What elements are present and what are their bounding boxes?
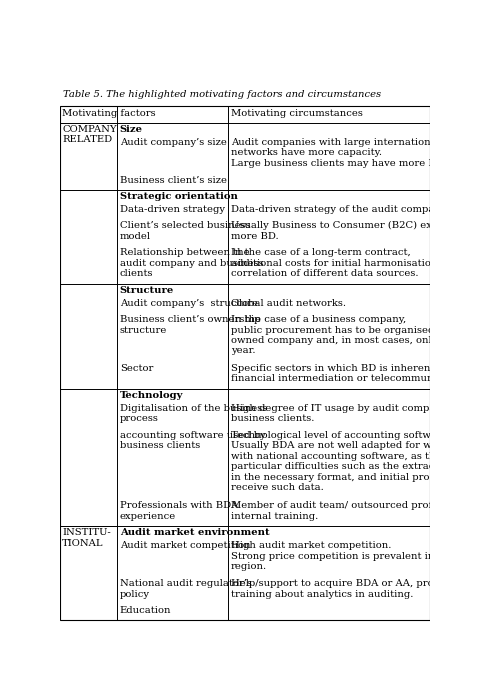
Text: Professionals with BDA
experience: Professionals with BDA experience — [120, 501, 238, 521]
Text: Education: Education — [120, 607, 171, 615]
Text: Business client’s ownership
structure: Business client’s ownership structure — [120, 315, 260, 335]
Text: COMPANY
RELATED: COMPANY RELATED — [62, 125, 117, 144]
Text: In the case of a long-term contract,
additional costs for initial harmonisation : In the case of a long-term contract, add… — [231, 248, 478, 278]
Text: Member of audit team/ outsourced professional /
internal training.: Member of audit team/ outsourced profess… — [231, 501, 478, 521]
Text: Technological level of accounting software.
Usually BDA are not well adapted for: Technological level of accounting softwa… — [231, 431, 478, 492]
Text: Digitalisation of the business
process: Digitalisation of the business process — [120, 404, 267, 424]
Text: Global audit networks.: Global audit networks. — [231, 299, 346, 308]
Text: Business client’s size: Business client’s size — [120, 175, 227, 185]
Text: Table 5. The highlighted motivating factors and circumstances: Table 5. The highlighted motivating fact… — [64, 90, 381, 99]
Text: Technology: Technology — [120, 391, 183, 400]
Text: Structure: Structure — [120, 286, 174, 295]
Text: Data-driven strategy of the audit company.: Data-driven strategy of the audit compan… — [231, 205, 448, 214]
Text: Motivating circumstances: Motivating circumstances — [231, 108, 363, 117]
Text: Audit market competition: Audit market competition — [120, 542, 250, 551]
Text: Usually Business to Consumer (B2C) experience
more BD.: Usually Business to Consumer (B2C) exper… — [231, 221, 477, 240]
Text: Relationship between the
audit company and business
clients: Relationship between the audit company a… — [120, 248, 263, 278]
Text: Audit company’s  structure: Audit company’s structure — [120, 299, 258, 308]
Text: Audit market environment: Audit market environment — [120, 528, 270, 538]
Text: High degree of IT usage by audit companies and
business clients.: High degree of IT usage by audit compani… — [231, 404, 478, 424]
Text: High audit market competition.
Strong price competition is prevalent in the Balt: High audit market competition. Strong pr… — [231, 542, 478, 571]
Text: Help/support to acquire BDA or AA, provide
training about analytics in auditing.: Help/support to acquire BDA or AA, provi… — [231, 579, 455, 599]
Text: Client’s selected business
model: Client’s selected business model — [120, 221, 250, 240]
Text: INSTITU-
TIONAL: INSTITU- TIONAL — [62, 528, 111, 548]
Text: Audit company’s size: Audit company’s size — [120, 138, 227, 147]
Text: Audit companies with large international audit
networks have more capacity.
Larg: Audit companies with large international… — [231, 138, 469, 168]
Text: Specific sectors in which BD is inherent, such as
financial intermediation or te: Specific sectors in which BD is inherent… — [231, 364, 478, 383]
Text: National audit regulator’s
policy: National audit regulator’s policy — [120, 579, 251, 599]
Text: Data-driven strategy: Data-driven strategy — [120, 205, 225, 214]
Text: Strategic orientation: Strategic orientation — [120, 192, 238, 201]
Text: In the case of a business company,
public procurement has to be organised for a : In the case of a business company, publi… — [231, 315, 478, 356]
Text: Motivating factors: Motivating factors — [62, 108, 156, 117]
Text: Size: Size — [120, 125, 143, 134]
Text: accounting software used by
business clients: accounting software used by business cli… — [120, 431, 265, 450]
Text: Sector: Sector — [120, 364, 153, 373]
